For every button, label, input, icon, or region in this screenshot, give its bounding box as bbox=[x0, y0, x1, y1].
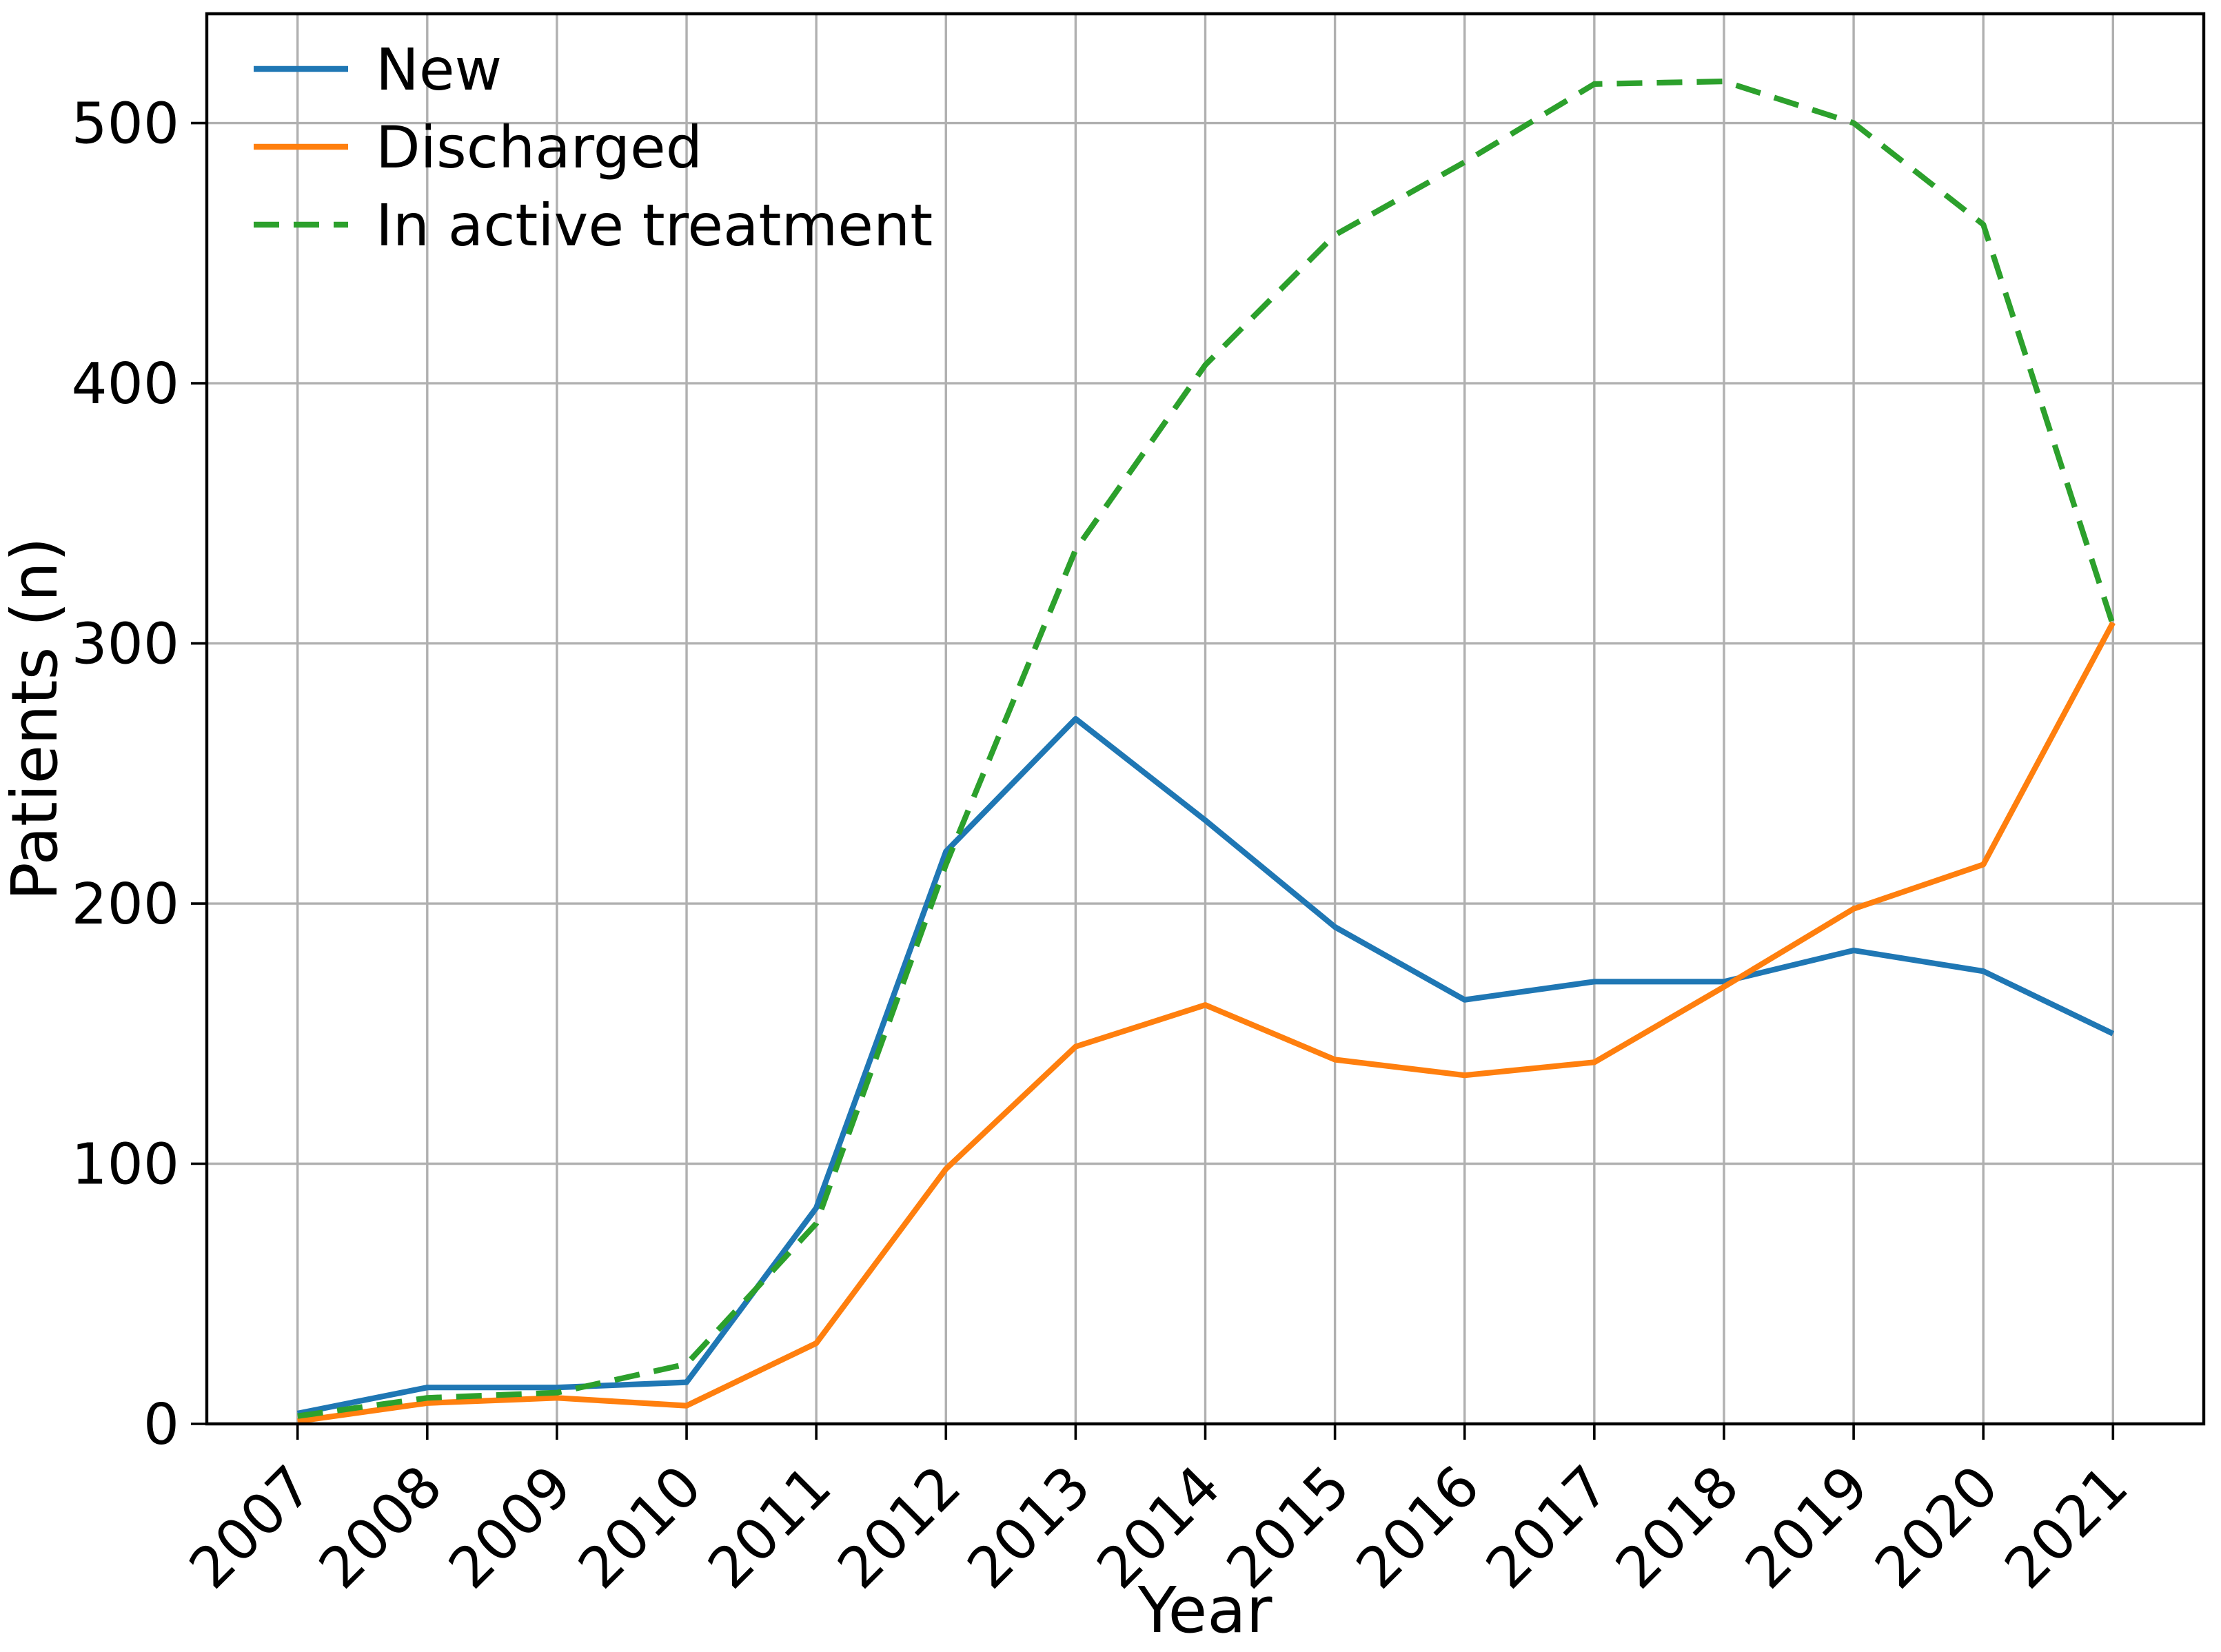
tick-labels: 0 100 200 300 400 500 200720082009201020112012… bbox=[71, 92, 2140, 1602]
grid-lines bbox=[207, 14, 2204, 1425]
series-line-discharged bbox=[297, 621, 2116, 1425]
plot-border-spines bbox=[205, 12, 2206, 1426]
legend-label-new: New bbox=[376, 36, 502, 103]
y-tick-label: 0 bbox=[143, 1392, 179, 1458]
y-tick-label: 400 bbox=[71, 351, 179, 417]
y-tick-label: 200 bbox=[71, 872, 179, 937]
x-tick-label: 2008 bbox=[307, 1454, 455, 1602]
series-line-in-active-treatment bbox=[297, 78, 2116, 1419]
legend: New Discharged In active treatment bbox=[254, 36, 933, 259]
data-series-lines bbox=[296, 78, 2116, 1425]
axes-spines-and-ticks bbox=[191, 12, 2206, 1440]
y-tick-label: 300 bbox=[71, 612, 179, 677]
x-tick-label: 2018 bbox=[1603, 1454, 1752, 1602]
x-tick-label: 2010 bbox=[566, 1454, 714, 1602]
x-tick-label: 2011 bbox=[696, 1454, 844, 1602]
x-tick-label: 2019 bbox=[1733, 1454, 1881, 1602]
y-tick-label: 100 bbox=[71, 1132, 179, 1198]
x-tick-label: 2013 bbox=[955, 1454, 1104, 1602]
x-tick-label: 2017 bbox=[1474, 1454, 1622, 1602]
x-tick-label: 2007 bbox=[177, 1454, 325, 1602]
legend-label-in-active-treatment: In active treatment bbox=[376, 192, 933, 259]
x-tick-label: 2021 bbox=[1993, 1454, 2141, 1602]
y-tick-label: 500 bbox=[71, 92, 179, 157]
x-tick-label: 2012 bbox=[826, 1454, 974, 1602]
x-tick-label: 2009 bbox=[436, 1454, 585, 1602]
x-tick-label: 2016 bbox=[1344, 1454, 1492, 1602]
legend-label-discharged: Discharged bbox=[376, 114, 702, 181]
x-tick-label: 2020 bbox=[1863, 1454, 2011, 1602]
x-axis-label: Year bbox=[1137, 1573, 1272, 1647]
y-axis-label: Patients (n) bbox=[0, 537, 72, 901]
